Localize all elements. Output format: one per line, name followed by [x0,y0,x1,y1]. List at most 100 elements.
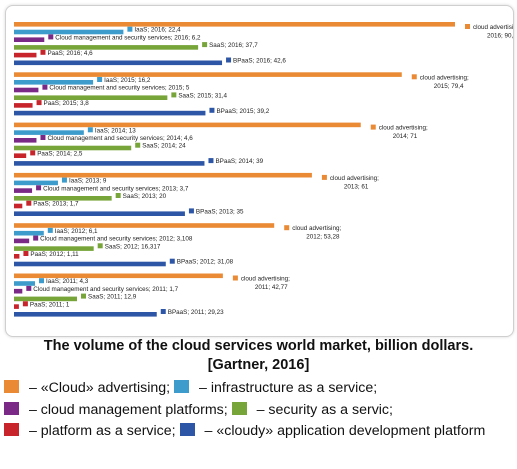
data-label: SaaS; 2011; 12,9 [88,294,137,301]
legend-swatch [4,401,19,415]
data-label-marker [26,285,32,291]
data-label: SaaS; 2014; 24 [142,143,186,150]
bar-cloud-advertising-2015 [14,72,402,77]
data-label: PaaS; 2013; 1,7 [33,201,79,208]
data-label-marker [33,235,39,241]
bar-bpaas-2016 [14,60,223,66]
data-label: Cloud management and security services; … [40,236,193,243]
caption-title: The volume of the cloud services world m… [43,338,474,354]
legend-swatch [231,401,247,415]
data-label: IaaS; 2014; 13 [95,127,136,134]
bar-cloud-management-and-security-services-2012 [14,238,30,244]
data-label-marker [321,174,327,180]
bar-cloud-advertising-2014 [14,122,361,128]
data-label: cloud advertising;2016; 90,3 [473,24,513,40]
bar-iaas-2013 [14,180,58,186]
bar-saas-2016 [14,45,199,50]
data-label: IaaS; 2013; 9 [69,178,107,185]
data-label: Cloud management and security services; … [49,85,190,92]
data-label: BPaaS; 2013; 35 [196,208,244,215]
chart-caption: The volume of the cloud services world m… [0,337,517,375]
data-label-marker [226,57,232,63]
bar-saas-2011 [14,296,77,302]
legend-item-iaas: – infrastructure as a service; [174,380,377,396]
legend-label: – «Cloud» advertising; [25,380,171,396]
data-label: BPaaS; 2012; 31,08 [177,259,234,266]
data-label: SaaS; 2013; 20 [123,193,167,200]
year-group-2011: cloud advertising; 2011; 42,77 IaaS; 2011;… [14,273,290,317]
data-label: cloud advertising; 2014; 71 [379,125,428,141]
bar-bpaas-2011 [14,312,157,317]
legend-item-cloud-management: – cloud management platforms; [4,401,228,418]
bar-saas-2012 [14,246,94,251]
legend-item-bpaas: – «cloudy» application development platf… [179,423,486,439]
bar-cloud-advertising-2016 [14,22,455,27]
data-label-marker [40,135,46,140]
data-label-marker [208,158,214,164]
data-label-marker [42,84,48,90]
bar-chart: cloud advertising;2016; 90,3 IaaS; 2016; … [14,22,513,317]
data-label: PaaS; 2011; 1 [30,301,70,308]
year-group-2015: cloud advertising; 2015; 79,4 IaaS; 2015; … [14,72,469,116]
data-label-marker [87,127,93,133]
bar-iaas-2011 [14,281,35,286]
data-label-marker [115,193,121,198]
year-group-2012: cloud advertising; 2012; 53,28 IaaS; 2012;… [14,223,341,267]
bar-paas-2016 [14,52,37,58]
data-label: BPaaS; 2016; 42,6 [233,58,286,65]
bar-cloud-management-and-security-services-2015 [14,87,39,93]
data-label-marker [97,243,103,249]
bar-bpaas-2014 [14,161,205,166]
caption-source: [Gartner, 2016] [207,357,310,373]
year-group-2013: cloud advertising; 2013; 61 IaaS; 2013; 9C… [14,172,379,216]
data-label-marker [209,107,215,113]
bar-cloud-advertising-2012 [14,223,275,228]
data-label-marker [370,124,376,130]
data-label: cloud advertising; 2013; 61 [330,175,379,191]
data-label-marker [40,49,46,55]
data-label: cloud advertising; 2015; 79,4 [420,74,469,90]
legend-label: – cloud management platforms; [25,401,228,418]
data-label-marker [23,251,29,256]
data-label-marker [171,92,177,98]
data-label-marker [97,77,103,82]
bar-cloud-management-and-security-services-2011 [14,288,23,294]
data-label-marker [411,74,417,80]
data-label-marker [61,177,67,183]
legend-label: – security as a servic; [252,401,393,418]
bar-iaas-2014 [14,130,84,135]
data-label-marker [232,275,238,281]
data-label-marker [284,225,290,231]
data-label: IaaS; 2012; 6,1 [55,228,98,235]
bar-iaas-2015 [14,80,94,85]
data-label-marker [169,258,175,264]
data-label: SaaS; 2012; 16,317 [105,243,161,250]
bar-saas-2015 [14,95,168,100]
data-label: PaaS; 2015; 3,8 [44,100,90,107]
legend: – «Cloud» advertising; – infrastructure … [4,378,516,443]
data-label-marker [26,200,32,206]
bar-iaas-2012 [14,230,44,236]
data-label-marker [127,26,133,32]
data-label: IaaS; 2015; 16,2 [104,77,151,84]
data-label: Cloud management and security services; … [55,34,201,41]
data-label: BPaaS; 2011; 29,23 [168,309,224,316]
data-label: cloud advertising; 2011; 42,77 [241,276,290,292]
legend-label: – «cloudy» application development platf… [200,423,486,439]
data-label-marker [48,34,54,40]
data-label-marker [36,100,42,106]
bar-cloud-advertising-2011 [14,273,223,279]
data-label: BPaaS; 2015; 39,2 [216,108,269,115]
data-label: PaaS; 2012; 1,11 [30,251,79,258]
legend-item-cloud-advertising: – «Cloud» advertising; [4,380,170,396]
data-label-marker [202,42,208,48]
data-label: Cloud management and security services; … [43,185,189,192]
data-label: PaaS; 2014; 2,5 [37,150,83,157]
bar-saas-2014 [14,145,132,151]
legend-item-paas: – platform as a service; [4,423,176,439]
bar-paas-2014 [14,153,27,158]
data-label-marker [22,301,28,307]
data-label-marker [188,208,194,214]
data-label-marker [465,24,470,29]
legend-item-security: – security as a servic; [231,401,393,418]
